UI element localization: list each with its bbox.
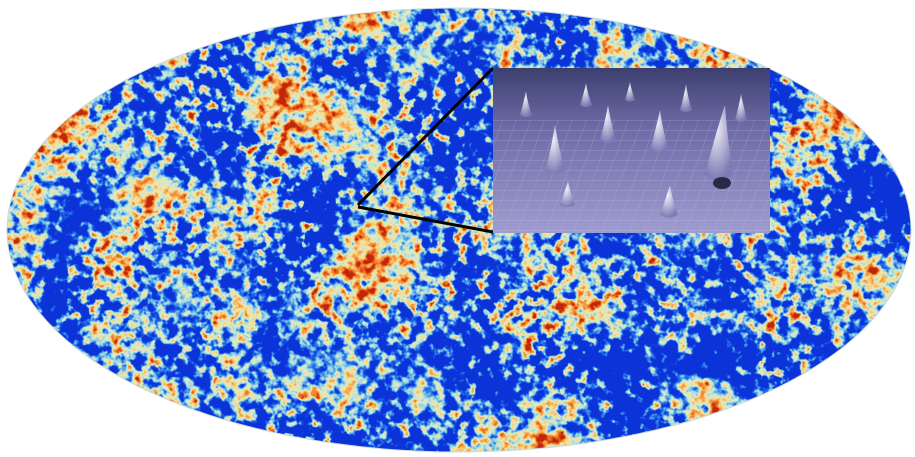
page: {} bbox=[0, 0, 915, 457]
cmb-texture bbox=[7, 8, 911, 452]
inset-image bbox=[493, 68, 770, 233]
sky-map bbox=[7, 8, 911, 452]
cmb-sky-map-figure bbox=[0, 0, 915, 457]
inset-blob bbox=[713, 177, 731, 189]
